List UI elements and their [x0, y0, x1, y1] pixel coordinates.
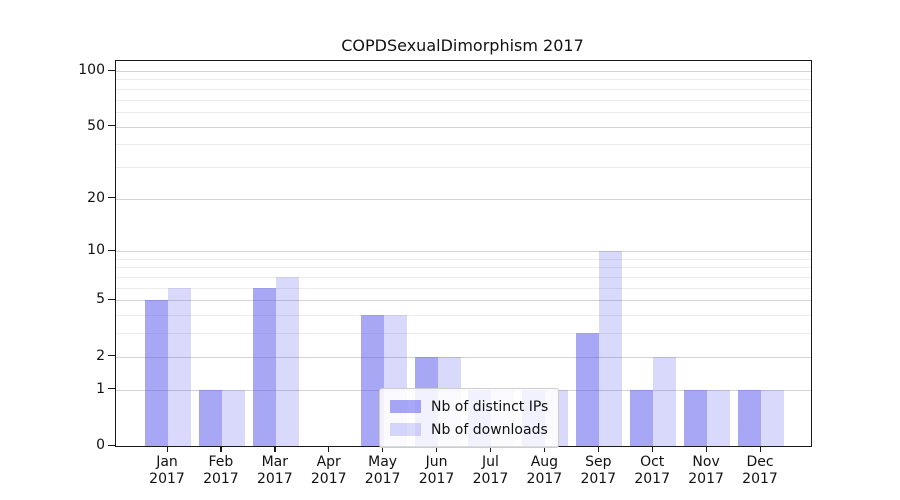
- x-tick-mark: [274, 446, 276, 452]
- gridline-major: [116, 126, 811, 128]
- x-tick-mark: [220, 446, 222, 452]
- x-tick-label: Oct 2017: [634, 454, 670, 487]
- gridline-minor: [116, 99, 811, 101]
- y-tick-label: 5: [96, 291, 105, 308]
- x-tick-mark: [489, 446, 492, 452]
- x-tick-label: Dec 2017: [742, 454, 778, 487]
- y-tick-mark: [108, 249, 115, 251]
- gridline-minor: [116, 166, 811, 168]
- y-tick-mark: [108, 197, 115, 199]
- gridline-minor: [116, 111, 811, 113]
- gridline-minor: [116, 79, 811, 81]
- gridline-minor: [116, 315, 811, 317]
- x-tick-mark: [328, 446, 330, 452]
- bar-downloads: [275, 277, 299, 446]
- chart-title: COPDSexualDimorphism 2017: [341, 36, 584, 55]
- legend-label: Nb of downloads: [431, 421, 548, 438]
- x-tick-label: Jul 2017: [472, 454, 509, 487]
- x-tick-mark: [651, 446, 653, 452]
- gridline-major: [116, 198, 811, 200]
- gridline-minor: [116, 333, 811, 335]
- x-tick-label: Apr 2017: [310, 454, 347, 487]
- legend: Nb of distinct IPs Nb of downloads: [379, 388, 560, 448]
- gridline-minor: [116, 267, 811, 269]
- x-tick-label: Jun 2017: [418, 454, 455, 487]
- gridline-major: [116, 71, 811, 73]
- y-tick-mark: [108, 298, 115, 301]
- bar-downloads: [221, 389, 245, 446]
- gridline-minor: [116, 258, 811, 260]
- y-tick-label: 100: [78, 62, 105, 79]
- gridline-minor: [116, 277, 811, 279]
- bar-distinct-ips: [738, 389, 761, 446]
- x-tick-mark: [705, 446, 707, 452]
- y-tick-label: 0: [96, 437, 105, 453]
- x-tick-mark: [597, 446, 599, 452]
- gridline-major: [116, 251, 811, 253]
- legend-swatch: [390, 400, 421, 413]
- y-tick-mark: [108, 444, 115, 446]
- bar-distinct-ips: [630, 389, 654, 446]
- x-tick-label: Jan 2017: [149, 454, 185, 487]
- y-tick-label: 20: [87, 189, 105, 206]
- y-tick-mark: [108, 355, 115, 357]
- gridline-minor: [116, 144, 811, 146]
- legend-label: Nb of distinct IPs: [431, 398, 549, 415]
- gridline-major: [116, 356, 811, 358]
- bar-downloads: [653, 356, 677, 446]
- x-tick-mark: [436, 446, 438, 452]
- bar-distinct-ips: [198, 389, 222, 446]
- y-tick-label: 50: [87, 117, 105, 134]
- x-tick-label: Feb 2017: [203, 454, 239, 487]
- gridline-minor: [116, 88, 811, 90]
- x-tick-label: Aug 2017: [526, 454, 563, 487]
- x-tick-mark: [543, 446, 546, 452]
- x-tick-label: Nov 2017: [688, 454, 724, 487]
- bar-downloads: [707, 389, 731, 446]
- bar-downloads: [761, 389, 784, 446]
- x-tick-label: Mar 2017: [256, 454, 293, 487]
- y-tick-mark: [108, 69, 115, 71]
- x-tick-label: Sep 2017: [580, 454, 617, 487]
- bar-downloads: [599, 251, 623, 446]
- x-tick-mark: [166, 446, 168, 452]
- y-tick-mark: [108, 388, 115, 390]
- bar-downloads: [168, 287, 191, 446]
- bar-distinct-ips: [252, 287, 276, 446]
- x-tick-mark: [382, 446, 384, 452]
- y-tick-label: 1: [96, 380, 105, 397]
- legend-row: Nb of distinct IPs: [390, 395, 548, 418]
- bar-distinct-ips: [576, 333, 600, 446]
- y-tick-label: 10: [87, 242, 105, 259]
- bar-distinct-ips: [145, 300, 168, 446]
- bar-distinct-ips: [684, 389, 708, 446]
- gridline-major: [116, 300, 811, 302]
- x-tick-label: May 2017: [364, 454, 401, 487]
- legend-swatch: [390, 423, 421, 436]
- legend-row: Nb of downloads: [390, 418, 548, 441]
- x-tick-mark: [759, 446, 761, 452]
- gridline-minor: [116, 287, 811, 289]
- bar-distinct-ips: [360, 315, 384, 446]
- y-tick-label: 2: [96, 347, 105, 364]
- y-tick-mark: [108, 125, 115, 127]
- plot-area: Nb of distinct IPs Nb of downloads: [115, 60, 812, 448]
